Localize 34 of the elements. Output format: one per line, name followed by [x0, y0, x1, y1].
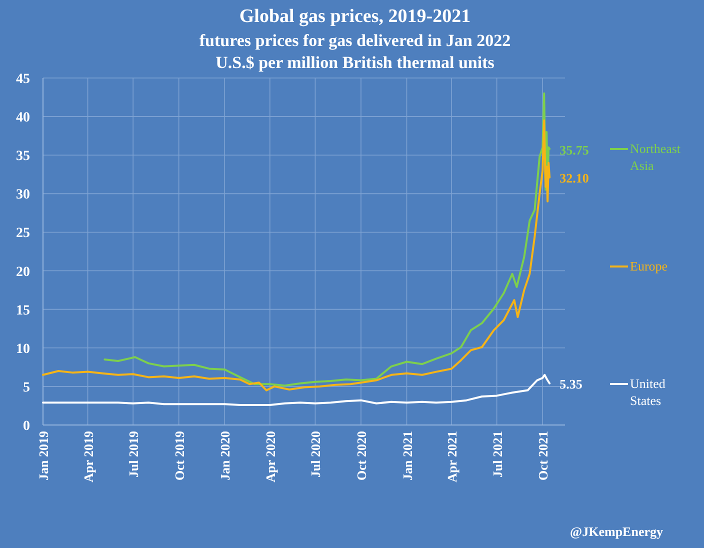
x-tick-label: Jul 2021	[490, 431, 505, 478]
y-tick-label: 10	[16, 342, 30, 357]
annotation: 35.75	[560, 142, 590, 158]
y-tick-label: 35	[16, 149, 30, 164]
x-tick-label: Jan 2020	[218, 431, 233, 480]
x-tick-label: Oct 2020	[354, 431, 369, 480]
y-tick-label: 0	[23, 419, 30, 434]
annotation: 32.10	[560, 170, 589, 186]
x-tick-label: Apr 2021	[444, 431, 460, 482]
y-tick-label: 20	[16, 264, 30, 280]
y-tick-label: 15	[16, 303, 30, 318]
x-tick-label: Oct 2021	[536, 431, 551, 480]
x-tick-label: Apr 2020	[262, 431, 278, 482]
line-series	[104, 92, 551, 387]
y-tick-label: 30	[16, 188, 30, 203]
x-tick-label: Jan 2021	[400, 431, 415, 480]
x-tick-label: Jan 2019	[36, 430, 51, 480]
line-series	[42, 374, 551, 406]
x-tick-label: Jul 2019	[126, 430, 142, 478]
line-series	[42, 119, 551, 392]
legend-label: United States	[630, 376, 666, 408]
annotation: 5.35	[560, 376, 583, 392]
y-tick-label: 45	[16, 72, 30, 87]
text: @JKempEnergy	[570, 524, 664, 539]
y-tick-label: 25	[16, 226, 30, 242]
x-tick-label: Apr 2019	[80, 430, 96, 482]
legend-label: Northeast Asia	[630, 141, 681, 173]
y-tick-label: 40	[16, 110, 30, 126]
legend-label: Europe	[630, 258, 668, 274]
y-tick-label: 5	[23, 380, 30, 396]
chart-subtitle: futures prices for gas delivered in Jan 2022 U.S.$ per million British thermal units	[199, 31, 511, 72]
x-tick-label: Jul 2020	[308, 431, 324, 478]
chart-title: Global gas prices, 2019-2021	[239, 6, 471, 27]
x-tick-label: Oct 2019	[172, 430, 187, 480]
